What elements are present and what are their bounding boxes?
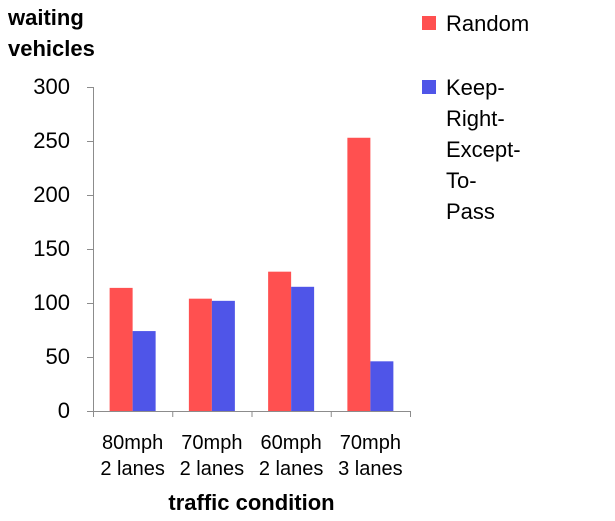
bar-random-0 [109,287,133,411]
y-tick-label: 200 [33,182,70,207]
x-axis-label: traffic condition [168,490,335,515]
legend-swatch-random [422,16,436,30]
x-tick-label: 60mph 2 lanes [258,432,324,480]
bar-random-3 [347,137,371,411]
x-tick-label: 80mph 2 lanes [100,432,165,480]
y-tick-label: 150 [33,236,70,261]
legend-label-keep-right: Keep-Right- Except-To-Pass [446,75,521,224]
bar-keep-right-2 [291,286,315,411]
legend-label-random: Random [446,11,530,36]
bar-keep-right-1 [211,300,235,411]
legend-swatch-keep-right [422,80,436,94]
x-tick-label: 70mph 2 lanes [179,432,245,480]
bars-group [109,137,394,411]
y-tick-label: 50 [45,344,70,369]
y-tick-label: 0 [57,398,70,423]
axes-group [87,87,411,417]
bar-random-2 [268,271,292,411]
bar-keep-right-3 [370,361,394,411]
y-axis-label: waiting vehicles [8,5,95,61]
y-tick-label: 250 [33,128,70,153]
y-tick-label: 300 [33,74,70,99]
bar-random-1 [188,298,212,411]
bar-keep-right-0 [132,331,156,411]
y-tick-label: 100 [33,290,70,315]
x-tick-label: 70mph 3 lanes [338,432,403,480]
